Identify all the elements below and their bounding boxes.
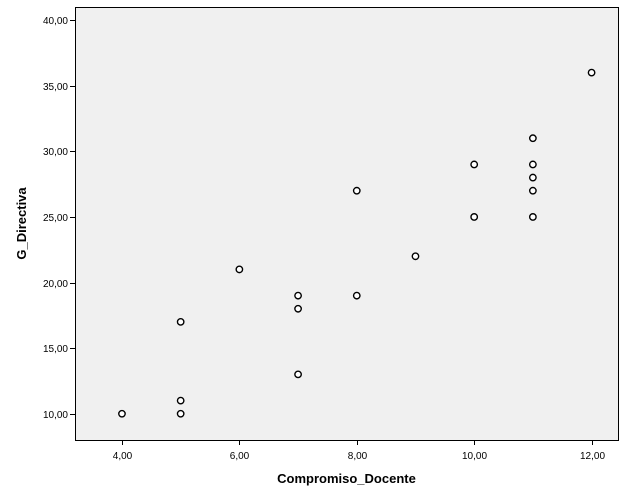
data-point: [528, 213, 537, 221]
plot-area: [75, 7, 619, 441]
x-tick-label: 12,00: [580, 451, 605, 462]
data-point: [294, 304, 302, 313]
y-tick-label: 10,00: [43, 410, 68, 421]
data-point: [176, 396, 185, 405]
y-tick-label: 30,00: [43, 147, 68, 158]
data-point: [528, 173, 537, 182]
x-tick-label: 4,00: [113, 451, 133, 462]
y-tick-label: 15,00: [43, 344, 68, 355]
data-point: [235, 265, 244, 274]
y-axis: 10,00 15,00 20,00 25,00 30,00 35,00 40,00: [43, 16, 76, 421]
data-point: [352, 291, 361, 300]
y-tick-label: 25,00: [43, 213, 68, 224]
y-tick-label: 20,00: [43, 279, 68, 290]
data-point: [176, 318, 185, 326]
data-point: [470, 213, 479, 221]
data-point: [411, 252, 420, 261]
data-point: [294, 370, 302, 379]
x-axis-title: Compromiso_Docente: [277, 471, 416, 486]
x-tick-label: 8,00: [348, 451, 368, 462]
y-tick-label: 35,00: [43, 82, 68, 93]
data-point: [528, 186, 537, 195]
x-tick-label: 10,00: [462, 451, 487, 462]
data-point: [587, 68, 596, 77]
data-point: [352, 186, 361, 195]
x-axis: 4,00 6,00 8,00 10,00 12,00: [113, 440, 605, 462]
data-points: [118, 68, 596, 418]
x-tick-label: 6,00: [230, 451, 250, 462]
data-point: [528, 160, 537, 169]
data-point: [470, 160, 479, 169]
data-point: [528, 134, 537, 143]
y-tick-label: 40,00: [43, 16, 68, 27]
data-point: [176, 409, 185, 418]
y-axis-title: G_Directiva: [14, 187, 29, 260]
data-point: [118, 409, 126, 418]
data-point: [294, 291, 302, 300]
